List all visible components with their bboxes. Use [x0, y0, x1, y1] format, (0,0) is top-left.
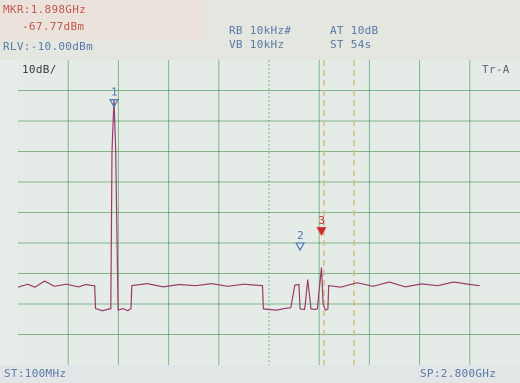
trace-plot-area: 1 2 3: [17, 60, 520, 365]
start-frequency: ST:100MHz: [4, 367, 67, 380]
spectrum-trace: [17, 99, 480, 312]
span-frequency: SP:2.800GHz: [420, 367, 497, 380]
marker-readout-box: [0, 0, 205, 40]
rbw-setting: RB 10kHz#: [229, 24, 292, 37]
trace-plot-svg: 1 2 3: [17, 60, 520, 365]
vbw-setting: VB 10kHz: [229, 38, 285, 51]
marker-number-label: 3: [318, 214, 325, 227]
footer-bar: [0, 365, 520, 383]
marker-triangle: [316, 227, 327, 236]
attenuation-setting: AT 10dB: [330, 24, 379, 37]
marker-level: -67.77dBm: [22, 20, 85, 33]
marker-frequency: MKR:1.898GHz: [3, 3, 87, 16]
scale-label: 10dB/: [22, 63, 57, 76]
marker-triangle: [109, 99, 120, 108]
marker-number-label: 1: [111, 86, 118, 99]
marker-number-label: 2: [297, 229, 304, 242]
marker-triangle: [295, 242, 306, 252]
trace-mode-label: Tr-A: [482, 63, 510, 76]
sweep-time-setting: ST 54s: [330, 38, 372, 51]
reference-level: RLV:-10.00dBm: [3, 40, 93, 53]
